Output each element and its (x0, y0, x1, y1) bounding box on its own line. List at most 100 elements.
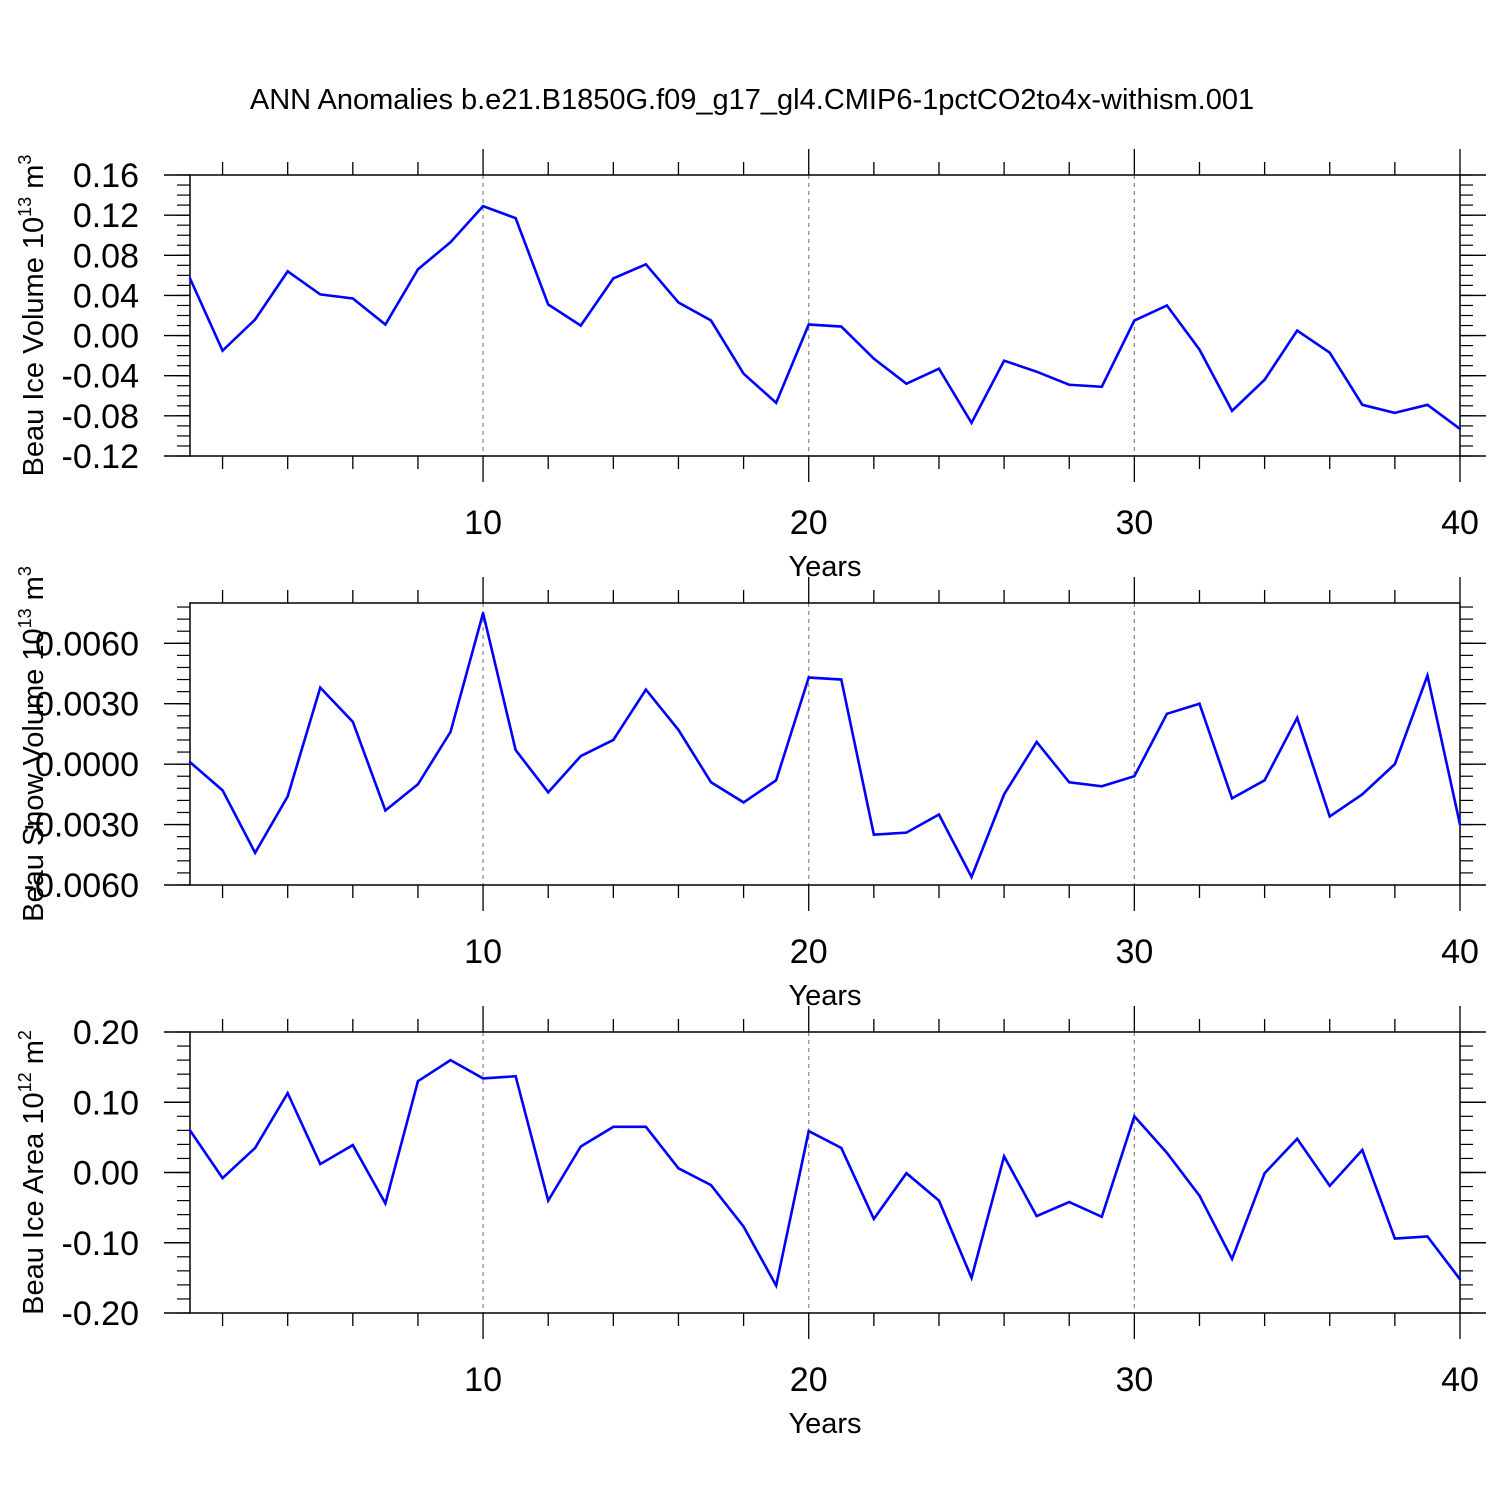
data-point (1426, 1235, 1429, 1238)
data-point (644, 688, 648, 691)
data-point (188, 760, 192, 764)
data-point (807, 1129, 810, 1133)
data-point (579, 324, 582, 327)
y-axis-title: Beau Ice Volume 1013 m3 (15, 155, 50, 477)
data-point (742, 372, 745, 375)
data-point (384, 1202, 387, 1205)
data-point (1328, 351, 1331, 354)
data-point (1100, 385, 1103, 388)
panel-ice-area: 10 20 30 40 Years -0.20 -0.10 0.00 0.10 0.20 Beau … (15, 1006, 1486, 1440)
data-point (579, 754, 582, 758)
data-point (644, 1125, 648, 1129)
data-point (612, 738, 615, 742)
data-point (416, 783, 420, 786)
data-point (872, 1217, 876, 1221)
plot-frame (189, 174, 1461, 457)
x-tick-label: 10 (464, 504, 502, 542)
data-point (774, 779, 778, 782)
data-point (1100, 785, 1103, 788)
data-point (1002, 1155, 1006, 1158)
y-tick-label: 0.0030 (35, 686, 139, 724)
data-point (547, 791, 550, 794)
data-point (449, 241, 452, 244)
x-axis-title: Years (788, 980, 861, 1012)
data-point (1458, 823, 1462, 826)
data-point (1393, 1237, 1397, 1240)
data-point (1393, 411, 1397, 415)
data-point (1068, 1200, 1071, 1204)
data-point (1263, 779, 1266, 782)
y-tick-label: 0.12 (73, 197, 139, 235)
data-point (547, 303, 550, 306)
data-point (1230, 409, 1234, 413)
panel-snow-volume: 10 20 30 40 Years -0.0060 -0.0030 0.0000 0.0030 0… (15, 566, 1486, 1012)
data-point (1198, 348, 1201, 351)
data-point (1230, 1257, 1234, 1261)
y-tick-label: -0.08 (62, 398, 140, 436)
data-point (253, 318, 257, 321)
data-point (481, 611, 485, 615)
y-tick-label: 0.00 (73, 1155, 139, 1193)
data-point (1426, 403, 1429, 407)
data-point (1198, 702, 1201, 705)
y-tick-label: 0.00 (73, 318, 139, 356)
data-point (1263, 378, 1266, 381)
data-point (351, 1143, 355, 1147)
data-point (319, 686, 322, 689)
y-tick-label: -0.20 (62, 1295, 140, 1333)
data-point (1068, 383, 1071, 386)
data-point (188, 1129, 192, 1132)
y-tick-label: 0.0000 (35, 746, 139, 784)
data-point (1035, 370, 1038, 373)
x-tick-label: 20 (790, 933, 828, 971)
data-point (449, 730, 452, 734)
data-point (221, 349, 224, 352)
data-point (319, 293, 322, 296)
data-point (514, 1075, 517, 1078)
data-point (1263, 1172, 1266, 1175)
x-tick-label: 30 (1115, 933, 1153, 971)
data-point (709, 1183, 713, 1187)
y-tick-label: 0.10 (73, 1084, 139, 1122)
data-point (774, 1284, 778, 1287)
data-point (840, 325, 843, 328)
data-point (1393, 762, 1397, 766)
y-tick-label: -0.10 (62, 1225, 140, 1263)
data-point (1068, 781, 1071, 784)
y-tick-label: 0.20 (73, 1014, 139, 1052)
data-point (1295, 329, 1299, 332)
data-point (742, 801, 745, 804)
x-tick-label: 10 (464, 1361, 502, 1399)
data-point (1328, 1184, 1331, 1188)
data-point (1458, 1278, 1462, 1281)
data-point (221, 789, 224, 792)
plot-frame (189, 602, 1461, 886)
y-tick-label: -0.0060 (24, 867, 139, 905)
data-point (1458, 427, 1462, 431)
x-tick-label: 10 (464, 933, 502, 971)
data-point (937, 367, 941, 370)
data-point (1426, 674, 1429, 677)
data-point (384, 323, 387, 326)
data-point (579, 1145, 582, 1148)
data-point (937, 1199, 941, 1202)
y-tick-label: -0.0030 (24, 807, 139, 845)
series-line (188, 1058, 1462, 1290)
data-point (514, 748, 517, 752)
data-point (742, 1225, 745, 1228)
data-point (188, 277, 192, 280)
data-point (840, 1146, 843, 1150)
data-point (1133, 319, 1136, 322)
data-point (1230, 797, 1234, 800)
data-point (416, 268, 420, 271)
series-line (188, 204, 1461, 430)
data-point (1361, 793, 1364, 796)
y-tick-label: 0.0060 (35, 625, 139, 663)
y-tick-label: 0.16 (73, 157, 139, 195)
data-point (1035, 1214, 1038, 1218)
data-point (1100, 1215, 1103, 1218)
data-point (677, 1167, 680, 1170)
y-tick-label: -0.12 (62, 438, 140, 476)
data-point (1165, 1151, 1169, 1155)
data-point (807, 323, 810, 326)
